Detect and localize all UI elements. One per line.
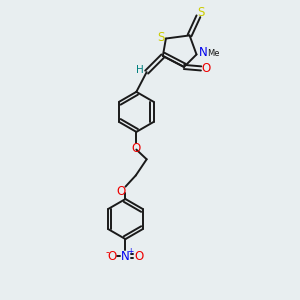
Text: O: O (202, 62, 211, 75)
Text: -: - (105, 247, 109, 257)
Text: S: S (198, 6, 205, 19)
Text: N: N (199, 46, 207, 59)
Text: N: N (121, 250, 130, 263)
Text: H: H (136, 65, 144, 75)
Text: O: O (134, 250, 143, 263)
Text: S: S (157, 31, 164, 44)
Text: Me: Me (207, 50, 220, 58)
Text: O: O (132, 142, 141, 155)
Text: O: O (108, 250, 117, 263)
Text: O: O (116, 185, 126, 199)
Text: +: + (127, 247, 133, 256)
